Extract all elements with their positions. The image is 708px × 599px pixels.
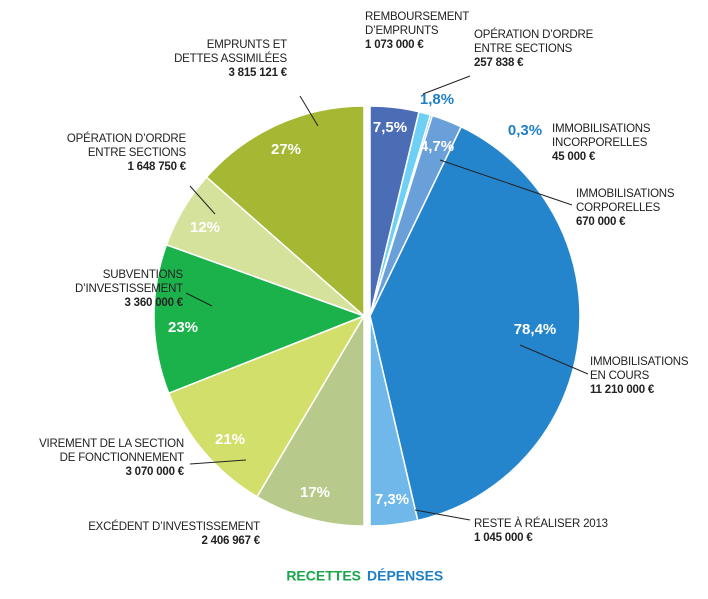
value-label: 4,7% bbox=[420, 138, 454, 155]
leader-line bbox=[185, 292, 213, 307]
amount: 11 210 000 € bbox=[590, 384, 655, 396]
amount: 1 073 000 € bbox=[365, 39, 424, 51]
category-label: IMMOBILISATIONS INCORPORELLES 45 000 € bbox=[552, 122, 651, 164]
category-label: REMBOURSEMENT D’EMPRUNTS 1 073 000 € bbox=[365, 10, 469, 52]
value-label: 21% bbox=[215, 431, 245, 448]
value-label: 23% bbox=[168, 319, 198, 336]
leader-line bbox=[189, 185, 216, 215]
leader-line bbox=[439, 159, 573, 206]
value-label: 7,3% bbox=[375, 491, 409, 508]
slice bbox=[167, 314, 366, 498]
category-name: IMMOBILISATIONS INCORPORELLES bbox=[552, 123, 651, 149]
category-label: SUBVENTIONS D’INVESTISSEMENT 3 360 000 € bbox=[75, 268, 183, 310]
slice bbox=[153, 243, 367, 395]
category-name: EMPRUNTS ET DETTES ASSIMILÉES bbox=[174, 39, 287, 65]
slice bbox=[256, 313, 365, 527]
category-name: IMMOBILISATIONS CORPORELLES bbox=[576, 188, 675, 214]
category-name: REMBOURSEMENT D’EMPRUNTS bbox=[365, 11, 470, 37]
category-label: EXCÉDENT D’INVESTISSEMENT 2 406 967 € bbox=[88, 520, 260, 548]
leader-line bbox=[414, 509, 471, 521]
category-name: OPÉRATION D’ORDRE ENTRE SECTIONS bbox=[474, 29, 594, 55]
amount: 3 815 121 € bbox=[228, 67, 287, 79]
amount: 1 045 000 € bbox=[474, 532, 533, 544]
category-label: RESTE À RÉALISER 2013 1 045 000 € bbox=[474, 517, 608, 545]
category-label: EMPRUNTS ET DETTES ASSIMILÉES 3 815 121 € bbox=[174, 38, 287, 80]
slice bbox=[369, 315, 419, 527]
amount: 257 838 € bbox=[474, 57, 524, 69]
amount: 45 000 € bbox=[552, 151, 596, 163]
category-label: VIREMENT DE LA SECTION DE FONCTIONNEMENT… bbox=[39, 437, 184, 479]
leader-line bbox=[299, 95, 319, 127]
category-name: EXCÉDENT D’INVESTISSEMENT bbox=[88, 521, 260, 533]
amount: 1 648 750 € bbox=[127, 161, 186, 173]
value-label: 0,3% bbox=[508, 122, 542, 139]
category-name: RESTE À RÉALISER 2013 bbox=[474, 518, 608, 530]
amount: 670 000 € bbox=[576, 216, 626, 228]
category-label: OPÉRATION D’ORDRE ENTRE SECTIONS 257 838 … bbox=[474, 28, 593, 70]
value-label: 1,8% bbox=[420, 91, 454, 108]
value-label: 12% bbox=[190, 219, 220, 236]
slice bbox=[205, 105, 365, 318]
slice bbox=[369, 125, 581, 522]
category-label: IMMOBILISATIONS EN COURS 11 210 000 € bbox=[590, 355, 689, 397]
amount: 3 070 000 € bbox=[125, 466, 184, 478]
category-name: SUBVENTIONS D’INVESTISSEMENT bbox=[75, 269, 183, 295]
amount: 3 360 000 € bbox=[124, 297, 183, 309]
category-label: OPÉRATION D’ORDRE ENTRE SECTIONS 1 648 75… bbox=[67, 132, 186, 174]
value-label: 78,4% bbox=[514, 321, 557, 338]
amount: 2 406 967 € bbox=[201, 535, 260, 547]
value-label: 7,5% bbox=[373, 119, 407, 136]
legend-entry: RECETTES bbox=[286, 568, 361, 584]
category-name: OPÉRATION D’ORDRE ENTRE SECTIONS bbox=[66, 133, 186, 159]
leader-line bbox=[519, 344, 589, 375]
category-name: IMMOBILISATIONS EN COURS bbox=[590, 356, 689, 382]
category-name: VIREMENT DE LA SECTION DE FONCTIONNEMENT bbox=[39, 438, 184, 464]
category-label: IMMOBILISATIONS CORPORELLES 670 000 € bbox=[576, 187, 675, 229]
value-label: 17% bbox=[300, 484, 330, 501]
legend-entry: DÉPENSES bbox=[367, 568, 443, 584]
value-label: 27% bbox=[271, 141, 301, 158]
leader-line bbox=[189, 459, 247, 465]
leader-line bbox=[422, 75, 471, 95]
